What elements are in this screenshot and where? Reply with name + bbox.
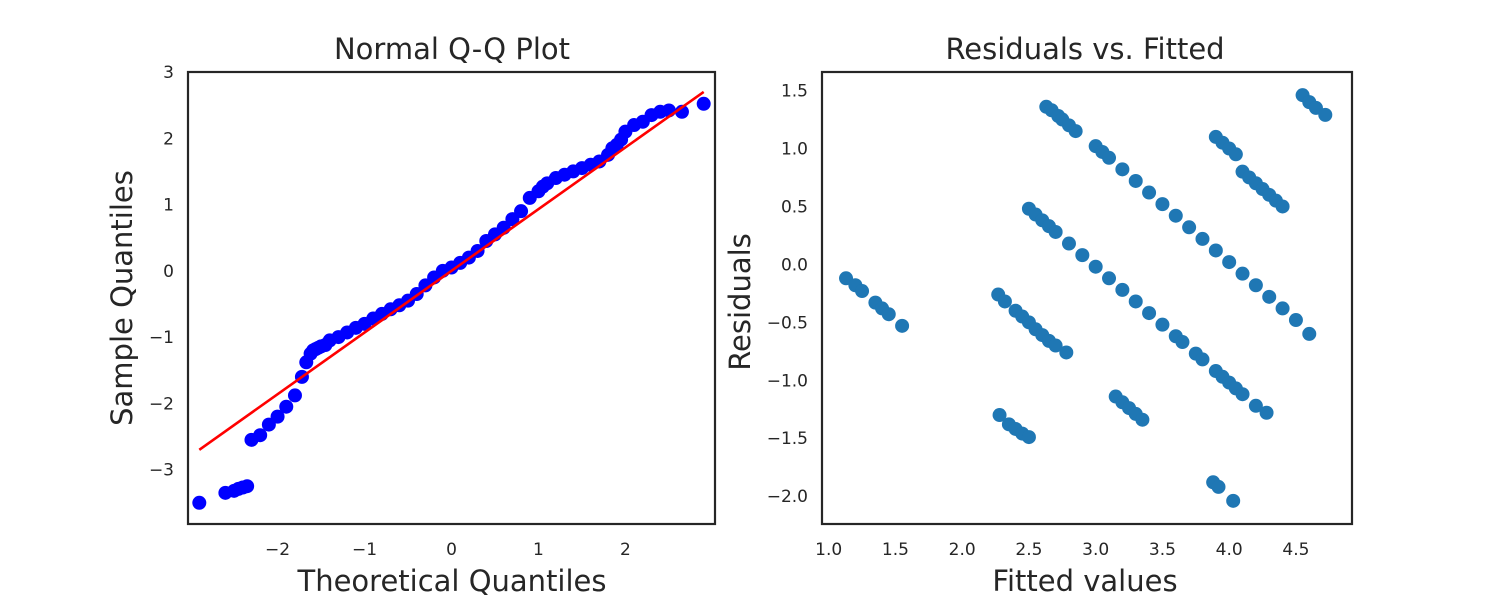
qq-x-tick-label: −1: [352, 540, 377, 560]
residuals-y-axis-label: Residuals: [723, 233, 757, 371]
residuals-data-point: [1102, 150, 1117, 165]
qq-x-axis-label: Theoretical Quantiles: [296, 564, 606, 598]
residuals-plot-title: Residuals vs. Fitted: [945, 32, 1224, 66]
residuals-data-point: [1021, 430, 1036, 445]
residuals-data-point: [1208, 243, 1223, 258]
residuals-data-point: [1318, 107, 1333, 122]
residuals-data-point: [1061, 236, 1076, 251]
residuals-data-point: [1168, 208, 1183, 223]
residuals-data-point: [1115, 162, 1130, 177]
residuals-data-point: [1235, 266, 1250, 281]
qq-y-tick-label: 3: [163, 63, 174, 83]
residuals-plot-panel: Residuals vs. Fitted −2.0 −1.5 −1.0 −0.5 0.0…: [723, 32, 1354, 598]
residuals-data-point: [1059, 345, 1074, 360]
residuals-data-point: [1195, 231, 1210, 246]
qq-y-axis-label: Sample Quantiles: [105, 170, 139, 426]
residuals-data-point: [1182, 220, 1197, 235]
qq-x-tick-label: 2: [620, 540, 631, 560]
qq-data-point: [240, 479, 255, 494]
qq-plot-frame: [186, 70, 717, 526]
qq-data-point: [192, 495, 207, 510]
residuals-data-point: [1248, 278, 1263, 293]
qq-x-tick-label: 0: [446, 540, 457, 560]
qq-x-tick-label: −2: [265, 540, 290, 560]
residuals-data-point: [1248, 398, 1263, 413]
residuals-data-point: [1155, 317, 1170, 332]
qq-data-point: [287, 388, 302, 403]
residuals-data-point: [1075, 248, 1090, 263]
residuals-y-tick-label: −2.0: [767, 487, 808, 507]
residuals-data-point: [1128, 294, 1143, 309]
residuals-data-point: [1262, 289, 1277, 304]
qq-y-tick-labels: −3 −2 −1 0 1 2 3: [149, 63, 174, 481]
residuals-y-tick-label: −1.0: [767, 371, 808, 391]
residuals-data-point: [1128, 173, 1143, 188]
residuals-data-point: [1135, 412, 1150, 427]
residuals-data-point: [881, 307, 896, 322]
residuals-y-tick-label: 0.5: [781, 197, 808, 217]
residuals-data-point: [1195, 352, 1210, 367]
residuals-x-axis-label: Fitted values: [992, 564, 1177, 598]
residuals-data-points: [839, 88, 1333, 508]
residuals-data-point: [1288, 313, 1303, 328]
residuals-x-tick-label: 4.0: [1216, 540, 1243, 560]
residuals-data-point: [855, 284, 870, 299]
residuals-x-tick-label: 3.0: [1082, 540, 1109, 560]
residuals-data-point: [1211, 479, 1226, 494]
residuals-data-point: [1302, 326, 1317, 341]
residuals-data-point: [1222, 255, 1237, 270]
residuals-data-point: [1102, 271, 1117, 286]
residuals-data-point: [1048, 224, 1063, 239]
residuals-data-point: [1275, 199, 1290, 214]
qq-y-tick-label: −2: [149, 394, 174, 414]
qq-reference-line: [198, 90, 705, 451]
qq-x-tick-label: 1: [533, 540, 544, 560]
residuals-data-point: [895, 318, 910, 333]
residuals-y-tick-label: 0.0: [781, 255, 808, 275]
residuals-data-point: [997, 294, 1012, 309]
residuals-data-point: [992, 408, 1007, 423]
qq-data-point: [253, 428, 268, 443]
qq-data-point: [270, 409, 285, 424]
residuals-x-tick-label: 2.0: [949, 540, 976, 560]
residuals-data-point: [1142, 185, 1157, 200]
residuals-data-point: [1259, 405, 1274, 420]
residuals-data-point: [1226, 493, 1241, 508]
residuals-y-tick-labels: −2.0 −1.5 −1.0 −0.5 0.0 0.5 1.0 1.5: [767, 82, 808, 508]
residuals-x-tick-label: 1.5: [882, 540, 909, 560]
residuals-data-point: [1048, 338, 1063, 353]
qq-y-tick-label: 0: [163, 262, 174, 282]
qq-data-points: [192, 96, 711, 510]
residuals-data-point: [1228, 147, 1243, 162]
residuals-y-tick-label: 1.5: [781, 82, 808, 102]
qq-plot-panel: Normal Q-Q Plot −3 −2 −1 0 1 2 3 −2 −1 0 1 2 Theor…: [105, 32, 717, 598]
qq-x-tick-labels: −2 −1 0 1 2: [265, 540, 631, 560]
residuals-data-point: [1088, 259, 1103, 274]
qq-y-tick-label: −1: [149, 328, 174, 348]
qq-data-point: [279, 399, 294, 414]
residuals-x-tick-labels: 1.0 1.5 2.0 2.5 3.0 3.5 4.0 4.5: [815, 540, 1309, 560]
residuals-y-tick-label: −0.5: [767, 313, 808, 333]
qq-plot-title: Normal Q-Q Plot: [334, 32, 570, 66]
residuals-x-tick-label: 1.0: [815, 540, 842, 560]
residuals-data-point: [1235, 387, 1250, 402]
qq-y-tick-label: 1: [163, 196, 174, 216]
residuals-data-point: [1155, 197, 1170, 212]
residuals-plot-frame: [820, 70, 1354, 526]
qq-data-point: [514, 204, 529, 219]
residuals-data-point: [1115, 282, 1130, 297]
residuals-data-point: [1142, 306, 1157, 321]
qq-y-tick-label: −3: [149, 461, 174, 481]
residuals-y-tick-label: −1.5: [767, 429, 808, 449]
residuals-x-tick-label: 3.5: [1149, 540, 1176, 560]
residuals-data-point: [1175, 335, 1190, 350]
qq-data-point: [696, 96, 711, 111]
residuals-y-tick-label: 1.0: [781, 139, 808, 159]
residuals-x-tick-label: 4.5: [1282, 540, 1309, 560]
qq-y-tick-label: 2: [163, 129, 174, 149]
residuals-data-point: [1068, 124, 1083, 139]
residuals-x-tick-label: 2.5: [1015, 540, 1042, 560]
residuals-data-point: [1275, 301, 1290, 316]
